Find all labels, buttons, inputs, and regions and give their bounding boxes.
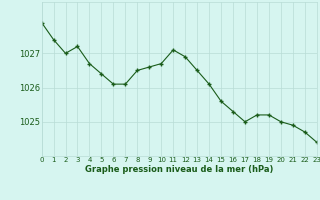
X-axis label: Graphe pression niveau de la mer (hPa): Graphe pression niveau de la mer (hPa): [85, 165, 273, 174]
